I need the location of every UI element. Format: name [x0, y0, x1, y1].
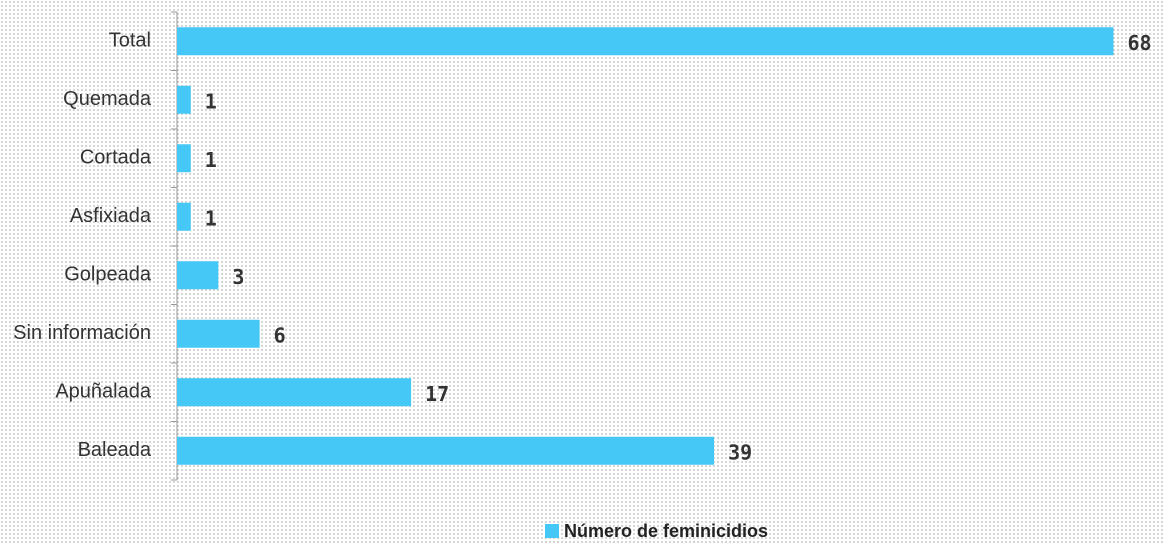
bar [177, 319, 260, 348]
y-tick-label: Golpeada [64, 264, 152, 286]
data-label: 17 [425, 382, 449, 406]
bar [177, 202, 191, 231]
y-tick-label: Quemada [63, 88, 152, 110]
bar [177, 378, 412, 407]
legend-swatch [545, 524, 559, 538]
y-tick-label: Asfixiada [70, 205, 152, 227]
data-label: 3 [232, 265, 244, 289]
legend-label: Número de feminicidios [564, 521, 768, 541]
data-label: 1 [205, 206, 217, 230]
y-tick-label: Total [109, 30, 151, 52]
data-label: 68 [1127, 31, 1151, 55]
bar [177, 436, 715, 465]
y-tick-label: Sin información [13, 322, 151, 344]
bar [177, 85, 191, 114]
data-label: 6 [274, 323, 286, 347]
y-tick-label: Baleada [78, 439, 152, 461]
y-tick-label: Cortada [80, 147, 152, 169]
bar [177, 144, 191, 173]
bar [177, 261, 219, 290]
data-label: 39 [728, 440, 752, 464]
bar [177, 27, 1114, 56]
y-tick-label: Apuñalada [55, 381, 152, 403]
data-label: 1 [205, 148, 217, 172]
data-label: 1 [205, 89, 217, 113]
